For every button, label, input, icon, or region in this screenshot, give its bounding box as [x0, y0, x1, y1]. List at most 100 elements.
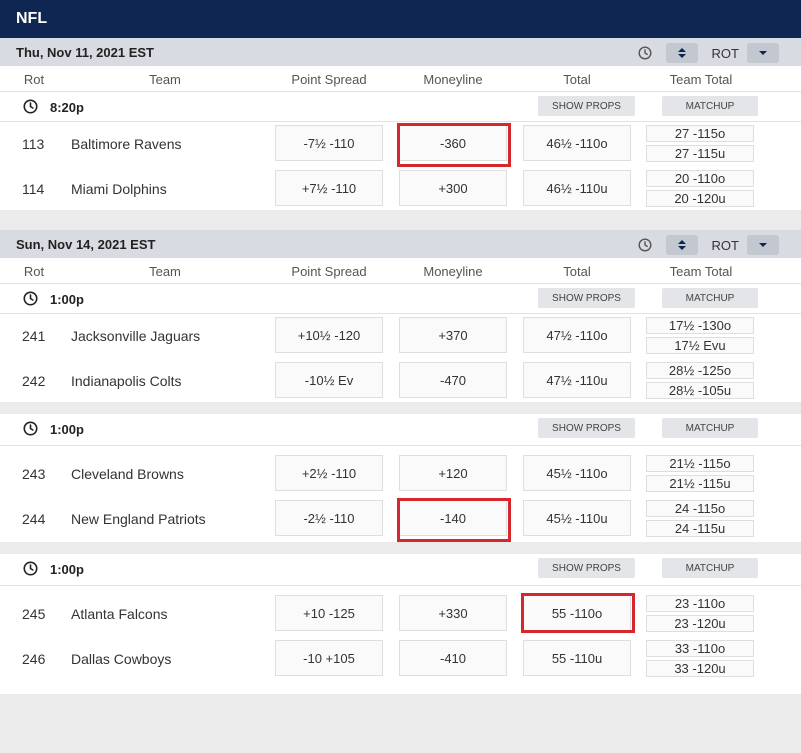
total-odds-button[interactable]: 47½ -110u [523, 362, 631, 398]
spread-odds-button[interactable]: -10 +105 [275, 640, 383, 676]
moneyline-odds-button[interactable]: -360 [399, 125, 507, 161]
team-name: Jacksonville Jaguars [71, 328, 201, 344]
team-total-over-button[interactable]: 17½ -130o [646, 317, 754, 334]
team-total-over-button[interactable]: 20 -110o [646, 170, 754, 187]
col-spread: Point Spread [291, 264, 367, 279]
column-header: Rot Team Point Spread Moneyline Total Te… [0, 66, 801, 92]
team-total-under-button[interactable]: 21½ -115u [646, 475, 754, 492]
clock-icon[interactable] [634, 42, 656, 64]
rot-sort-label: ROT [711, 237, 739, 253]
chevron-down-icon [759, 243, 767, 247]
rot-number: 113 [22, 136, 45, 152]
team-total-over-button[interactable]: 33 -110o [646, 640, 754, 657]
game-time: 8:20p [50, 100, 84, 115]
spread-odds-button[interactable]: +10 -125 [275, 595, 383, 631]
moneyline-odds-button[interactable]: +120 [399, 455, 507, 491]
matchup-button[interactable]: MATCHUP [662, 288, 758, 308]
spread-odds-button[interactable]: -2½ -110 [275, 500, 383, 536]
col-rot: Rot [23, 264, 45, 279]
total-odds-button[interactable]: 46½ -110o [523, 125, 631, 161]
rot-number: 241 [22, 328, 46, 344]
team-total-over-button[interactable]: 23 -110o [646, 595, 754, 612]
section-gap [0, 402, 801, 414]
clock-icon [23, 291, 38, 311]
team-total-over-button[interactable]: 21½ -115o [646, 455, 754, 472]
column-header: Rot Team Point Spread Moneyline Total Te… [0, 258, 801, 284]
team-total-over-button[interactable]: 28½ -125o [646, 362, 754, 379]
sort-arrows-icon [677, 240, 686, 250]
total-odds-button[interactable]: 55 -110u [523, 640, 631, 676]
team-total-under-button[interactable]: 24 -115u [646, 520, 754, 537]
team-total-over-button[interactable]: 27 -115o [646, 125, 754, 142]
total-odds-button[interactable]: 47½ -110o [523, 317, 631, 353]
matchup-button[interactable]: MATCHUP [662, 96, 758, 116]
team-row: 246 Dallas Cowboys -10 +105 -410 55 -110… [0, 637, 801, 682]
moneyline-odds-button[interactable]: +370 [399, 317, 507, 353]
moneyline-odds-button[interactable]: +330 [399, 595, 507, 631]
moneyline-odds-button[interactable]: +300 [399, 170, 507, 206]
col-moneyline: Moneyline [423, 72, 483, 87]
show-props-button[interactable]: SHOW PROPS [538, 418, 635, 438]
sort-toggle-button[interactable] [665, 43, 698, 63]
col-moneyline: Moneyline [423, 264, 483, 279]
col-spread: Point Spread [291, 72, 367, 87]
sort-controls: ROT [634, 234, 779, 256]
col-rot: Rot [23, 72, 45, 87]
total-odds-button[interactable]: 55 -110o [523, 595, 631, 631]
show-props-button[interactable]: SHOW PROPS [538, 288, 635, 308]
rot-dropdown-button[interactable] [747, 43, 779, 63]
moneyline-odds-button[interactable]: -470 [399, 362, 507, 398]
game-block: 1:00p SHOW PROPS MATCHUP 245 Atlanta Fal… [0, 554, 801, 694]
team-total-over-button[interactable]: 24 -115o [646, 500, 754, 517]
game-block: 1:00p SHOW PROPS MATCHUP 243 Cleveland B… [0, 414, 801, 542]
game-time: 1:00p [50, 422, 84, 437]
team-total-under-button[interactable]: 23 -120u [646, 615, 754, 632]
rot-number: 245 [22, 606, 46, 622]
clock-icon[interactable] [634, 234, 656, 256]
matchup-button[interactable]: MATCHUP [662, 558, 758, 578]
moneyline-odds-button[interactable]: -140 [399, 500, 507, 536]
game-time: 1:00p [50, 292, 84, 307]
team-row: 245 Atlanta Falcons +10 -125 +330 55 -11… [0, 592, 801, 637]
date-bar: Sun, Nov 14, 2021 EST ROT [0, 230, 801, 258]
sort-toggle-button[interactable] [665, 235, 698, 255]
team-total-under-button[interactable]: 33 -120u [646, 660, 754, 677]
clock-icon [23, 561, 38, 581]
rot-sort-label: ROT [711, 45, 739, 61]
team-name: Miami Dolphins [71, 181, 167, 197]
date-label: Sun, Nov 14, 2021 EST [16, 236, 156, 252]
team-name: Cleveland Browns [71, 466, 184, 482]
spread-odds-button[interactable]: +7½ -110 [275, 170, 383, 206]
moneyline-odds-button[interactable]: -410 [399, 640, 507, 676]
chevron-down-icon [759, 51, 767, 55]
team-total-under-button[interactable]: 17½ Evu [646, 337, 754, 354]
total-odds-button[interactable]: 46½ -110u [523, 170, 631, 206]
section-gap [0, 210, 801, 230]
col-total: Total [563, 72, 591, 87]
team-total-under-button[interactable]: 28½ -105u [646, 382, 754, 399]
sort-controls: ROT [634, 42, 779, 64]
game-time-row: 1:00p SHOW PROPS MATCHUP [0, 284, 801, 314]
spread-odds-button[interactable]: +10½ -120 [275, 317, 383, 353]
team-total-under-button[interactable]: 20 -120u [646, 190, 754, 207]
team-name: Indianapolis Colts [71, 373, 182, 389]
game-block: 8:20p SHOW PROPS MATCHUP 113 Baltimore R… [0, 92, 801, 210]
league-title: NFL [16, 10, 48, 27]
clock-icon [23, 99, 38, 119]
game-time-row: 1:00p SHOW PROPS MATCHUP [0, 554, 801, 586]
total-odds-button[interactable]: 45½ -110u [523, 500, 631, 536]
spread-odds-button[interactable]: -10½ Ev [275, 362, 383, 398]
team-total-under-button[interactable]: 27 -115u [646, 145, 754, 162]
rot-number: 242 [22, 373, 46, 389]
show-props-button[interactable]: SHOW PROPS [538, 96, 635, 116]
show-props-button[interactable]: SHOW PROPS [538, 558, 635, 578]
rot-number: 243 [22, 466, 46, 482]
rot-dropdown-button[interactable] [747, 235, 779, 255]
league-header: NFL [0, 0, 801, 38]
spread-odds-button[interactable]: -7½ -110 [275, 125, 383, 161]
spread-odds-button[interactable]: +2½ -110 [275, 455, 383, 491]
col-team-total: Team Total [669, 72, 733, 87]
matchup-button[interactable]: MATCHUP [662, 418, 758, 438]
total-odds-button[interactable]: 45½ -110o [523, 455, 631, 491]
team-name: New England Patriots [71, 511, 206, 527]
